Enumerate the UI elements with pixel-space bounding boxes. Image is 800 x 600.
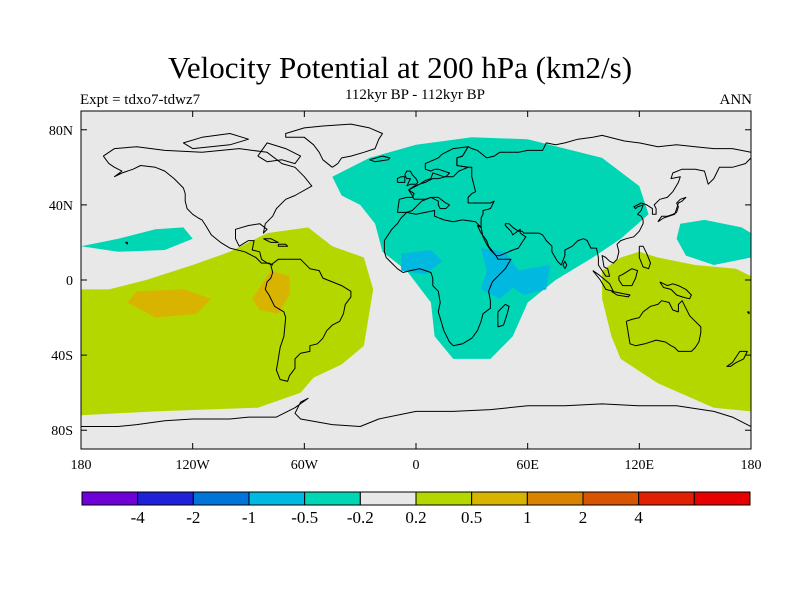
colorbar-swatch-9	[582, 491, 640, 506]
colorbar: -4 -2 -1 -0.5 -0.2 0.2 0.5 1 2 4	[81, 491, 751, 527]
colorbar-swatch-3	[248, 491, 306, 506]
coastline-24	[125, 241, 128, 245]
coastline-20	[182, 133, 249, 150]
colorbar-label-7: 1	[523, 508, 532, 527]
contour-region-6	[602, 251, 751, 412]
x-tick-label-5: 120E	[625, 458, 655, 473]
coastline-5	[456, 134, 751, 277]
contour-region-3	[401, 250, 443, 275]
coastline-18	[562, 260, 568, 269]
colorbar-swatch-1	[137, 491, 194, 506]
colorbar-swatch-11	[693, 491, 751, 506]
x-axis: 180 120W 60W 0 60E 120E 180	[71, 111, 762, 473]
coastline-25	[746, 311, 750, 315]
x-tick-label-1: 120W	[176, 458, 211, 473]
colorbar-swatch-7	[471, 491, 528, 506]
colorbar-swatch-6	[415, 491, 473, 506]
colorbar-swatch-5	[359, 491, 417, 506]
x-tick-label-3: 0	[413, 458, 420, 473]
y-tick-label-2: 0	[66, 274, 73, 289]
coastline-13	[618, 268, 638, 287]
plot-subtitle: 112kyr BP - 112kyr BP	[344, 87, 485, 103]
colorbar-label-4: -0.2	[347, 508, 374, 527]
colorbar-label-1: -2	[186, 508, 200, 527]
contour-region-5	[81, 227, 374, 416]
contour-region-8	[252, 270, 290, 314]
coastline-19	[257, 142, 302, 165]
colorbar-swatch-10	[638, 491, 695, 506]
contour-region-1	[81, 227, 193, 252]
x-tick-label-6: 180	[741, 458, 762, 473]
coastline-23	[369, 155, 391, 163]
season-label: ANN	[719, 92, 753, 108]
experiment-label: Expt = tdxo7-tdwz7	[80, 92, 201, 108]
colorbar-label-9: 4	[634, 508, 643, 527]
coastline-7	[81, 397, 751, 427]
colorbar-swatch-8	[526, 491, 584, 506]
x-tick-label-2: 60W	[291, 458, 319, 473]
contour-region-2	[676, 219, 751, 265]
coastline-21	[263, 238, 279, 243]
coastlines	[81, 123, 751, 427]
colorbar-label-6: 0.5	[461, 508, 482, 527]
coastline-17	[497, 303, 510, 328]
coastline-4	[396, 146, 469, 213]
x-tick-label-4: 60E	[516, 458, 539, 473]
colorbar-swatch-4	[304, 491, 361, 506]
contour-region-4	[481, 248, 550, 299]
colorbar-label-2: -1	[242, 508, 256, 527]
coastline-16	[726, 350, 748, 367]
coastline-2	[285, 123, 383, 168]
coastline-6	[625, 300, 702, 352]
coastline-9	[396, 176, 406, 183]
colorbar-swatch-0	[81, 491, 139, 506]
coastline-3	[383, 210, 512, 347]
y-tick-label-1: 40N	[49, 199, 73, 214]
y-tick-label-0: 80N	[49, 124, 73, 139]
coastline-14	[659, 281, 692, 300]
colorbar-label-0: -4	[131, 508, 146, 527]
coastline-8	[404, 170, 419, 187]
colorbar-swatch-2	[192, 491, 250, 506]
coastline-0	[102, 146, 313, 266]
colorbar-label-3: -0.5	[291, 508, 318, 527]
colorbar-label-5: 0.2	[405, 508, 426, 527]
colorbar-label-8: 2	[579, 508, 588, 527]
coastline-22	[277, 243, 289, 247]
x-tick-label-0: 180	[71, 458, 92, 473]
coastline-12	[611, 290, 631, 298]
plot-title: Velocity Potential at 200 hPa (km2/s)	[167, 50, 633, 85]
coastline-15	[638, 245, 651, 270]
coastline-1	[264, 258, 352, 382]
coastline-10	[657, 196, 687, 223]
y-tick-label-4: 80S	[51, 424, 73, 439]
y-axis: 80N 40N 0 40S 80S	[49, 124, 751, 439]
contour-region-7	[127, 289, 212, 318]
y-tick-label-3: 40S	[51, 349, 73, 364]
